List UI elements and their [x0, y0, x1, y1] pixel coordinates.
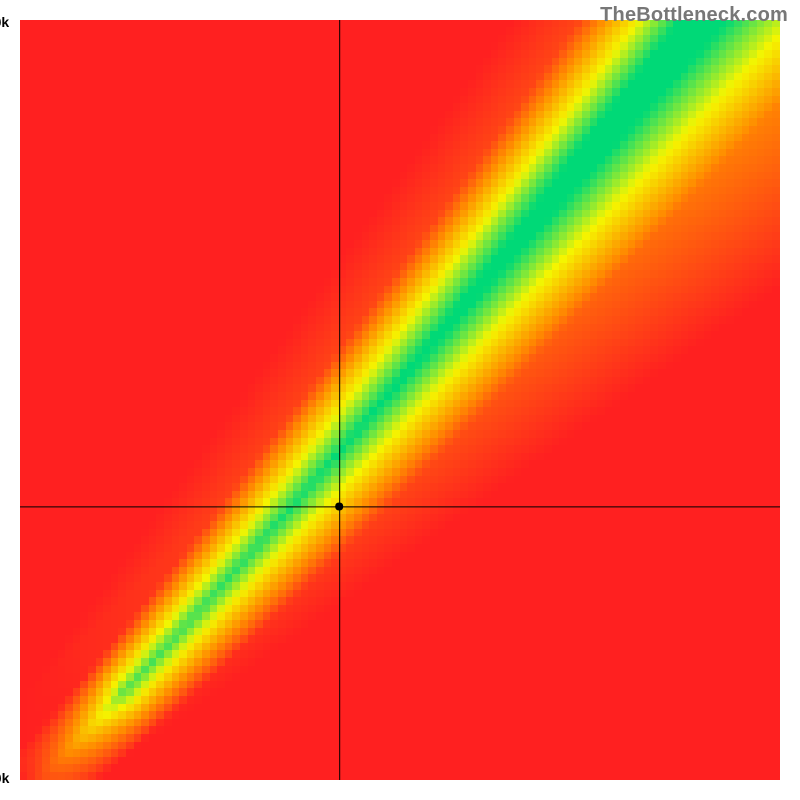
- y-axis-label-top: 100k: [0, 14, 9, 30]
- y-axis-label-bottom: 10k: [0, 770, 9, 786]
- bottleneck-heatmap: [20, 20, 780, 780]
- watermark-text: TheBottleneck.com: [600, 4, 788, 27]
